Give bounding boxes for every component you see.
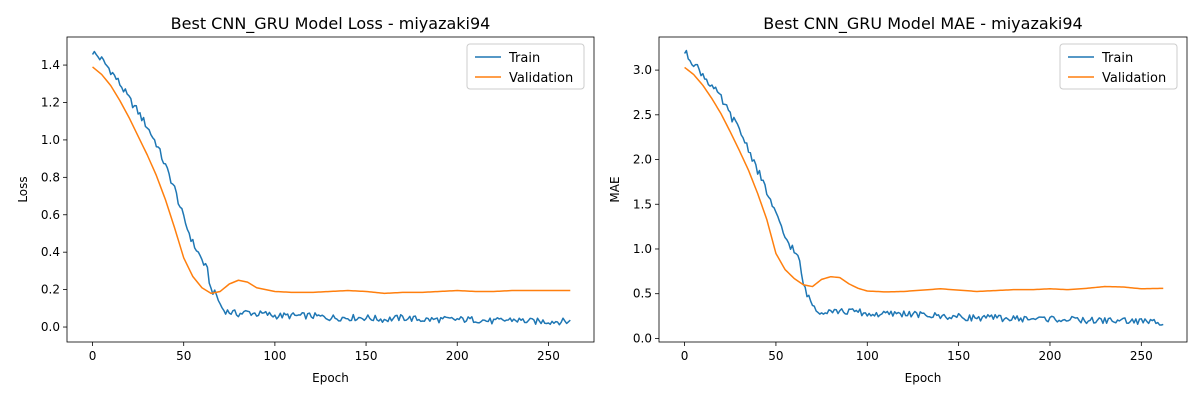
- legend-label-validation: Validation: [509, 71, 573, 86]
- y-tick-label: 0.8: [41, 170, 60, 184]
- y-tick-label: 1.2: [41, 95, 60, 109]
- y-tick-label: 0.0: [633, 331, 652, 345]
- x-axis-label: Epoch: [312, 371, 349, 385]
- y-tick-label: 1.0: [41, 133, 60, 147]
- y-tick-label: 1.0: [633, 242, 652, 256]
- y-tick-label: 0.5: [633, 287, 652, 301]
- y-axis-label: MAE: [608, 176, 622, 202]
- y-tick-label: 2.5: [633, 108, 652, 122]
- x-tick-label: 100: [856, 349, 879, 363]
- legend: Train Validation: [1059, 43, 1178, 90]
- x-tick-label: 200: [1039, 349, 1062, 363]
- chart-title: Best CNN_GRU Model MAE - miyazaki94: [763, 14, 1082, 34]
- series-line-validation: [684, 66, 1164, 293]
- x-tick-label: 250: [537, 349, 560, 363]
- x-tick-label: 250: [1130, 349, 1153, 363]
- plot-frame: [66, 36, 595, 343]
- y-tick-label: 2.0: [633, 153, 652, 167]
- y-tick-label: 1.4: [41, 58, 60, 72]
- series-line-validation: [92, 66, 571, 295]
- y-tick-label: 0.4: [41, 245, 60, 259]
- legend-label-train: Train: [508, 51, 540, 66]
- y-axis-label: Loss: [16, 176, 30, 202]
- x-tick-label: 50: [176, 349, 191, 363]
- chart-panel-0: Best CNN_GRU Model Loss - miyazaki94 0 50 1…: [16, 14, 595, 385]
- chart-title: Best CNN_GRU Model Loss - miyazaki94: [171, 14, 491, 34]
- y-tick-label: 0.6: [41, 208, 60, 222]
- x-tick-label: 150: [947, 349, 970, 363]
- legend: Train Validation: [466, 43, 585, 90]
- y-tick-label: 3.0: [633, 63, 652, 77]
- chart-panel-1: Best CNN_GRU Model MAE - miyazaki94 0 50 10…: [608, 14, 1188, 385]
- x-tick-label: 0: [681, 349, 689, 363]
- y-tick-label: 1.5: [633, 197, 652, 211]
- x-tick-label: 50: [768, 349, 783, 363]
- y-tick-label: 0.2: [41, 283, 60, 297]
- x-tick-label: 150: [355, 349, 378, 363]
- series-line-train: [91, 50, 571, 326]
- plot-frame: [658, 36, 1188, 343]
- x-tick-label: 0: [89, 349, 97, 363]
- x-tick-label: 100: [263, 349, 286, 363]
- x-axis-label: Epoch: [905, 371, 942, 385]
- legend-label-train: Train: [1101, 51, 1133, 66]
- x-tick-label: 200: [446, 349, 469, 363]
- legend-label-validation: Validation: [1102, 71, 1166, 86]
- y-tick-label: 0.0: [41, 320, 60, 334]
- series-line-train: [683, 49, 1164, 326]
